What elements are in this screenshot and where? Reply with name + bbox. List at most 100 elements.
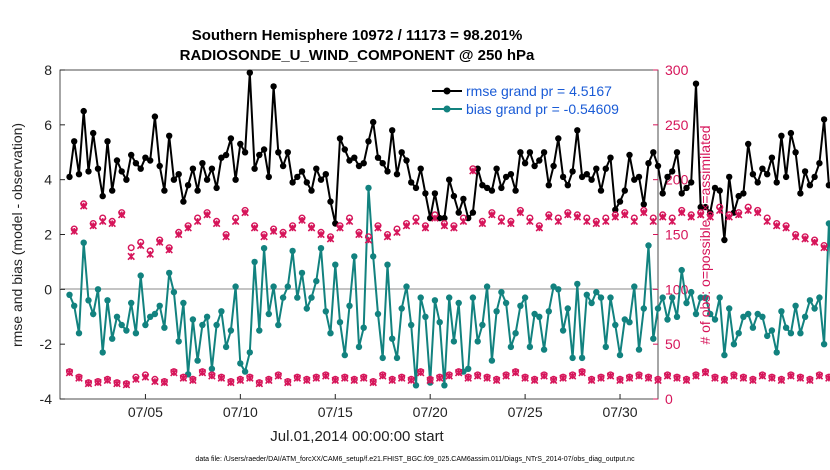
data-point — [90, 129, 97, 137]
assimilated-obs-marker — [250, 224, 259, 232]
assimilated-obs-marker — [298, 216, 306, 225]
data-point — [773, 349, 780, 356]
data-point — [189, 316, 197, 323]
data-point — [237, 360, 244, 367]
assimilated-obs-marker — [440, 221, 449, 230]
data-point — [336, 135, 344, 142]
data-point — [222, 151, 230, 159]
assimilated-obs-marker — [274, 372, 283, 380]
data-point — [697, 294, 704, 301]
data-point — [203, 313, 211, 320]
data-point — [631, 176, 638, 183]
assimilated-obs-marker — [578, 368, 586, 377]
assimilated-obs-marker — [573, 213, 582, 221]
data-point — [123, 327, 130, 334]
assimilated-obs-marker — [322, 372, 330, 380]
data-point — [626, 151, 633, 159]
y-right-tick-label: 300 — [665, 62, 689, 78]
y-right-tick-label: 100 — [665, 281, 689, 297]
data-point — [450, 338, 458, 345]
data-point — [707, 310, 714, 318]
assimilated-obs-marker — [103, 376, 112, 385]
data-point — [175, 171, 182, 178]
assimilated-obs-marker — [326, 235, 335, 243]
assimilated-obs-marker — [388, 376, 396, 385]
data-point — [436, 319, 443, 326]
data-point — [327, 198, 334, 205]
data-point — [360, 160, 367, 167]
data-point — [403, 283, 410, 290]
data-point — [716, 187, 723, 194]
assimilated-obs-marker — [777, 376, 786, 385]
assimilated-obs-marker — [464, 374, 472, 382]
data-point — [398, 149, 405, 156]
data-point — [351, 154, 358, 161]
data-point — [170, 288, 178, 296]
data-point — [768, 154, 776, 161]
data-point — [389, 335, 396, 342]
data-point — [621, 187, 628, 194]
data-point — [118, 168, 125, 175]
data-point — [142, 154, 149, 161]
data-point — [398, 305, 405, 312]
assimilated-obs-marker — [791, 232, 800, 241]
data-point — [365, 184, 372, 192]
y-tick-label: 8 — [44, 62, 52, 78]
assimilated-obs-marker — [587, 376, 596, 385]
data-point — [427, 214, 434, 222]
data-point — [294, 173, 301, 181]
assimilated-obs-marker — [426, 376, 434, 385]
data-point — [441, 214, 448, 222]
data-point — [550, 162, 557, 170]
data-point — [151, 113, 159, 120]
data-point — [417, 165, 424, 172]
data-point — [702, 294, 709, 301]
data-point — [208, 365, 216, 372]
assimilated-obs-marker — [734, 210, 743, 219]
data-point — [351, 253, 358, 260]
data-point — [113, 157, 121, 164]
assimilated-obs-marker — [355, 230, 363, 239]
data-point — [379, 354, 386, 362]
assimilated-obs-marker — [673, 374, 681, 382]
assimilated-obs-marker — [236, 376, 245, 385]
assimilated-obs-marker — [749, 376, 757, 385]
data-point — [583, 291, 590, 298]
assimilated-obs-marker — [806, 376, 814, 385]
y-tick-label: 4 — [44, 172, 52, 188]
data-point — [607, 294, 614, 301]
data-point — [104, 138, 111, 145]
assimilated-obs-marker — [502, 372, 510, 380]
data-point — [531, 162, 538, 170]
data-point — [218, 308, 225, 315]
assimilated-obs-marker — [507, 219, 515, 228]
assimilated-obs-marker — [658, 213, 667, 221]
assimilated-obs-marker — [644, 374, 653, 382]
assimilated-obs-marker — [635, 372, 643, 380]
data-point — [161, 187, 168, 194]
data-point — [493, 165, 500, 172]
assimilated-obs-marker — [815, 372, 824, 380]
data-point — [341, 146, 348, 153]
assimilated-obs-marker — [625, 374, 634, 382]
assimilated-obs-marker — [108, 219, 116, 228]
data-point — [94, 165, 102, 172]
assimilated-obs-marker — [198, 368, 207, 377]
data-point — [597, 294, 605, 301]
assimilated-obs-marker — [79, 202, 88, 210]
data-point — [156, 162, 163, 170]
assimilated-obs-marker — [511, 368, 520, 377]
assimilated-obs-marker — [89, 221, 97, 230]
data-point — [370, 253, 377, 260]
data-point — [673, 149, 681, 156]
data-point — [222, 343, 230, 351]
data-point — [199, 160, 206, 167]
assimilated-obs-marker — [540, 372, 548, 380]
data-point — [764, 171, 771, 178]
data-point — [455, 209, 462, 216]
assimilated-obs-marker — [151, 377, 159, 386]
data-point — [635, 173, 643, 181]
data-point — [483, 184, 491, 192]
data-point — [227, 135, 235, 142]
data-point — [740, 190, 747, 197]
